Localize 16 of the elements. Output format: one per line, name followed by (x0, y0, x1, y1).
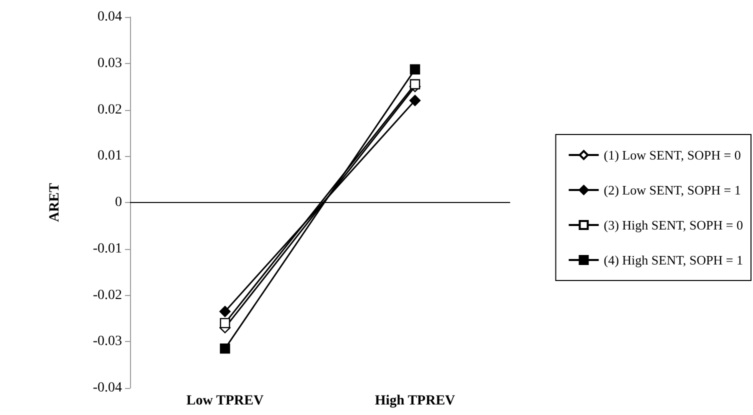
legend-label: (1) Low SENT, SOPH = 0 (604, 148, 741, 162)
y-tick-label: 0.01 (98, 148, 122, 164)
y-tick-label: 0.03 (98, 56, 122, 71)
x-tick-label: High TPREV (374, 394, 456, 408)
legend-label: (2) Low SENT, SOPH = 1 (604, 182, 741, 198)
y-tick-label: -0.03 (92, 334, 122, 350)
y-tick-label: -0.04 (92, 380, 122, 396)
y-tick-label: -0.01 (92, 241, 122, 256)
x-tick-label: Low TPREV (186, 394, 264, 408)
legend-label: (3) High SENT, SOPH = 0 (604, 218, 744, 232)
y-tick-label: 0.04 (98, 10, 122, 24)
y-tick-label: 0.02 (98, 102, 122, 118)
y-axis-title: ARET (48, 182, 62, 222)
y-tick-label: 0 (115, 195, 122, 210)
y-tick-label: -0.02 (92, 288, 122, 303)
legend-label: (4) High SENT, SOPH = 1 (604, 252, 744, 268)
